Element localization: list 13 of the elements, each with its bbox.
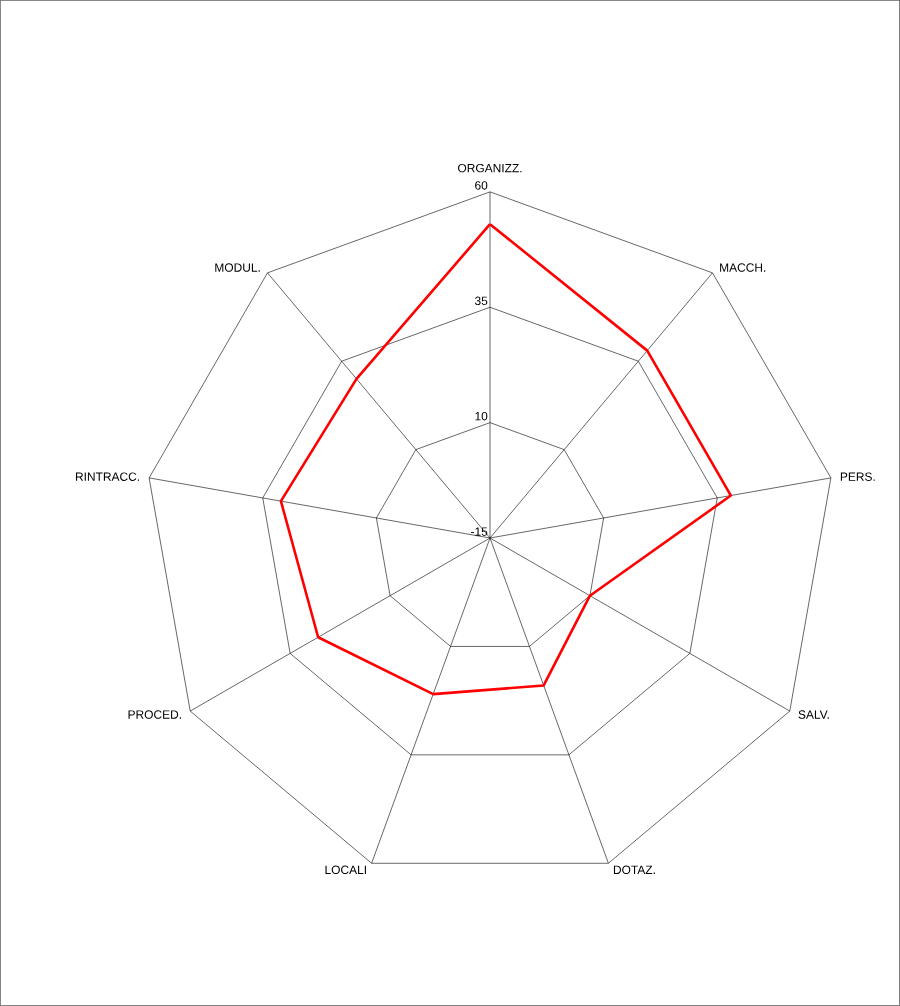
spoke-label: MODUL. — [215, 263, 260, 272]
y-tick-label: -15 — [471, 527, 488, 536]
spoke-label: ORGANIZZ. — [458, 163, 522, 173]
spoke-label: PROCED. — [128, 710, 181, 719]
spoke-label: SALV. — [798, 710, 829, 719]
y-tick-label: 35 — [474, 296, 488, 306]
y-tick-label: 10 — [475, 411, 488, 421]
spoke-label: RINTRACC. — [75, 472, 140, 481]
y-tick-label: 60 — [475, 181, 488, 190]
spoke-label: PERS. — [840, 472, 875, 481]
spoke-label: MACCH. — [720, 263, 766, 272]
spoke-label: LOCALI — [325, 865, 366, 875]
spoke-label: DOTAZ. — [613, 865, 655, 875]
